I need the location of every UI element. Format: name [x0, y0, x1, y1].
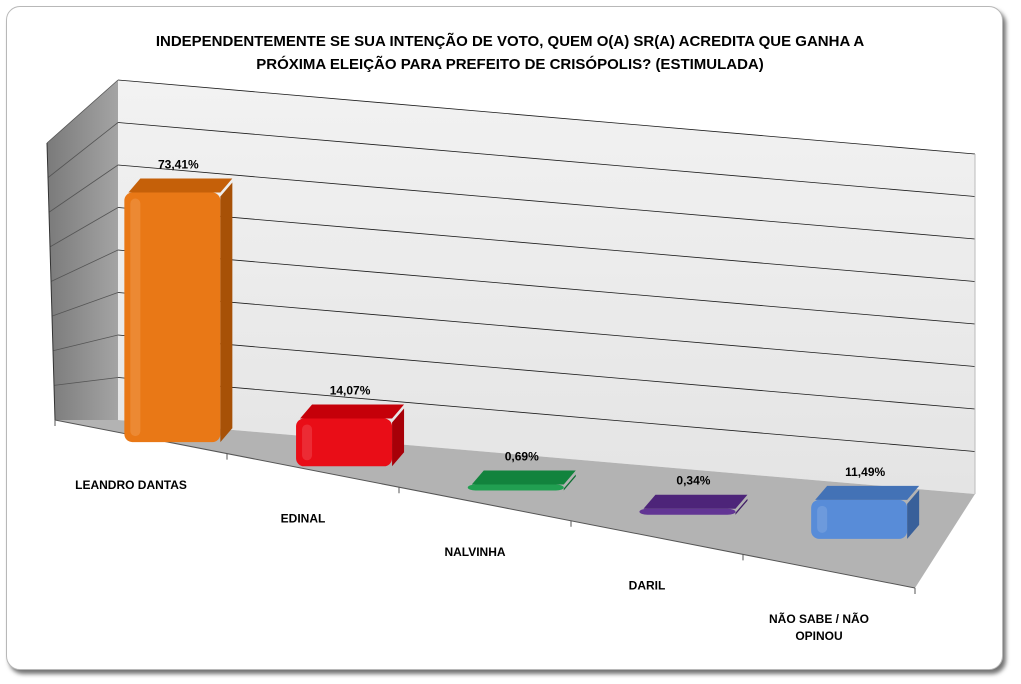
gridline-back: [117, 249, 976, 325]
bar-side: [392, 408, 405, 467]
bar-highlight: [302, 424, 313, 461]
gridline-back: [117, 334, 976, 410]
data-label: 14,07%: [330, 383, 371, 397]
data-label: 0,69%: [505, 450, 539, 464]
gridline-side: [49, 207, 119, 248]
category-label: NÃO SABE / NÃO: [769, 611, 869, 626]
bar-front: [639, 508, 736, 515]
bar-side: [220, 182, 233, 443]
gridline-back: [117, 79, 976, 155]
data-label: 73,41%: [158, 158, 199, 172]
category-label: LEANDRO DANTAS: [75, 478, 187, 492]
gridline-side: [51, 292, 119, 317]
bar-top: [128, 178, 233, 193]
axis-edge: [46, 142, 56, 421]
gridline-side: [46, 79, 119, 144]
data-label: 11,49%: [845, 465, 885, 479]
bar-front: [296, 418, 393, 467]
bar-top: [815, 485, 920, 500]
bar-front: [467, 484, 564, 491]
data-label: 0,34%: [676, 474, 710, 488]
gridline-side: [52, 334, 119, 352]
category-label: NALVINHA: [444, 545, 505, 559]
bar-side: [563, 474, 576, 491]
bar-front: [811, 499, 908, 539]
gridline-back: [117, 207, 976, 282]
gridline-back: [117, 377, 976, 452]
floor: [55, 420, 975, 588]
gridline-side: [50, 249, 119, 282]
side-wall: [47, 80, 118, 420]
gridline-back: [117, 122, 976, 197]
gridline-side: [53, 377, 119, 386]
category-axis-line: [54, 419, 916, 589]
category-label: DARIL: [629, 579, 666, 593]
bar-highlight: [817, 505, 828, 533]
bar-highlight: [130, 198, 141, 437]
bar-top: [643, 494, 748, 509]
gridline-side: [48, 164, 119, 213]
gridline-side: [47, 122, 119, 178]
gridline-back: [117, 164, 976, 240]
bar-side: [735, 498, 748, 515]
bar-side: [907, 489, 920, 539]
bar-top: [300, 404, 405, 419]
chart-title: INDEPENDENTEMENTE SE SUA INTENÇÃO DE VOT…: [155, 33, 865, 73]
category-label: OPINOU: [795, 629, 842, 643]
gridline-back: [117, 292, 976, 367]
category-label: EDINAL: [281, 511, 326, 525]
bar-front: [124, 192, 221, 443]
bar-top: [471, 470, 576, 485]
